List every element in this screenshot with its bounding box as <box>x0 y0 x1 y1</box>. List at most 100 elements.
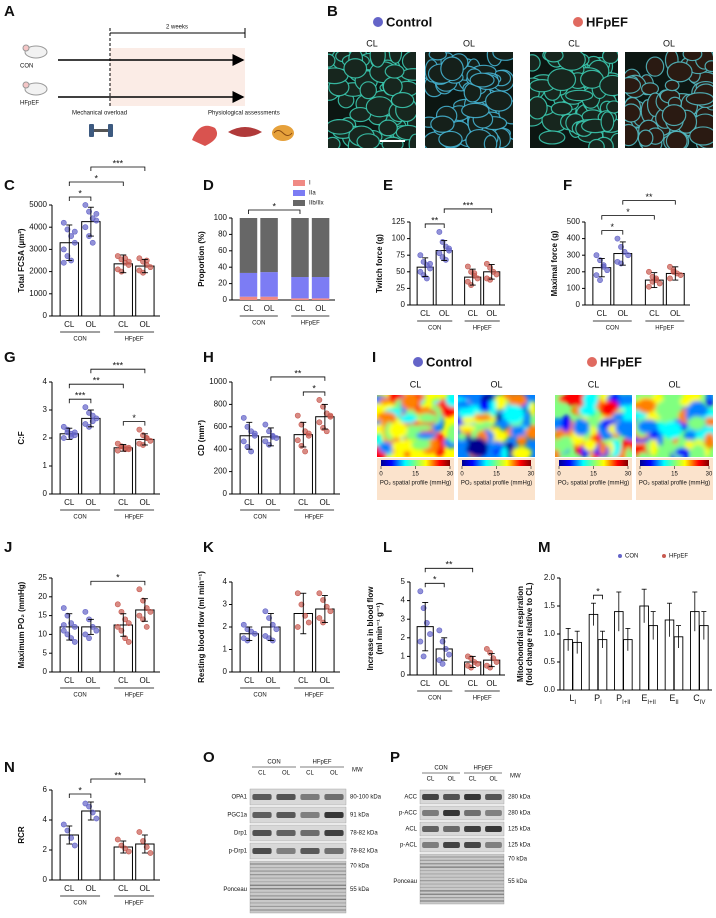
group-label: HFpEF <box>301 321 320 327</box>
data-point <box>436 627 443 634</box>
blot-strip <box>249 842 347 860</box>
heatmap-blob <box>416 432 437 439</box>
heatmap-blob <box>480 421 494 429</box>
condition-label: CL <box>410 379 422 389</box>
sig-label: * <box>611 222 615 232</box>
sig-bracket <box>601 230 624 235</box>
fiber <box>544 52 564 63</box>
x-tick-label: LI <box>569 693 576 705</box>
fiber <box>359 81 377 100</box>
y-tick-label: 60 <box>218 246 227 255</box>
data-point <box>417 638 424 645</box>
data-point <box>417 588 424 595</box>
data-point <box>140 838 146 844</box>
group-label: HFpEF <box>125 337 144 343</box>
fiber <box>328 119 354 135</box>
data-point <box>82 404 89 411</box>
data-point <box>262 438 269 445</box>
colorbar <box>640 460 709 466</box>
data-point <box>60 259 67 266</box>
data-point <box>298 601 305 608</box>
x-tick-label: CL <box>64 676 75 685</box>
data-point <box>68 835 75 841</box>
panel-label: D <box>203 177 214 194</box>
group-label: CON <box>73 515 86 521</box>
fiber <box>492 52 513 61</box>
data-point <box>125 639 132 645</box>
data-point <box>136 255 143 262</box>
blot-band <box>422 826 439 832</box>
data-point <box>140 616 146 623</box>
legend-swatch <box>293 200 305 206</box>
x-tick-label: CL <box>468 309 479 318</box>
fiber <box>328 53 336 68</box>
x-tick-label: OL <box>86 320 97 329</box>
fiber <box>625 103 642 123</box>
data-point <box>118 627 125 634</box>
x-tick-label: OL <box>439 309 450 318</box>
data-point <box>125 258 132 265</box>
sig-bracket <box>68 398 92 404</box>
histology-image <box>425 52 513 148</box>
fiber <box>661 104 687 127</box>
y-axis-label: Resting blood flow (ml min⁻¹) <box>197 571 206 683</box>
category-main: P <box>594 693 600 703</box>
x-tick-label: CL <box>244 498 255 507</box>
category-sub: I <box>574 700 576 706</box>
ponceau-strip <box>419 853 505 905</box>
x-tick-label: OL <box>486 679 497 688</box>
data-point <box>89 239 96 246</box>
heatmap-blob <box>489 397 497 417</box>
sig-bracket <box>68 383 124 389</box>
data-point <box>436 229 443 235</box>
fiber <box>530 96 548 120</box>
data-point <box>262 421 269 428</box>
sig-bracket <box>443 208 493 213</box>
panel-label: F <box>563 177 572 194</box>
category-main: L <box>569 693 574 703</box>
blot-strip <box>249 824 347 842</box>
group-label: HFpEF <box>305 693 324 699</box>
data-point <box>114 447 121 454</box>
category-main: E <box>641 693 647 703</box>
x-tick-label: OL <box>320 676 331 685</box>
bar <box>588 613 599 691</box>
heatmap-blob <box>401 395 419 411</box>
histology-image <box>625 52 713 148</box>
bar-segment <box>260 272 278 297</box>
blot-mw: 125 kDa <box>508 827 531 833</box>
fiber <box>666 61 693 83</box>
y-tick-label: 500 <box>567 217 581 226</box>
colorbar-label: PO₂ spatial profile (mmHg) <box>380 481 451 487</box>
data-point <box>64 612 71 619</box>
sig-label: ** <box>294 368 302 378</box>
x-tick-label: OL <box>486 309 497 318</box>
colorbar-tick-label: 15 <box>493 472 500 478</box>
data-point <box>483 646 490 652</box>
sig-label: ** <box>431 215 439 225</box>
blot-band <box>300 848 320 854</box>
data-point <box>71 228 78 235</box>
y-tick-label: 4 <box>401 596 406 605</box>
bar <box>59 433 79 495</box>
y-tick-label: 400 <box>567 234 581 243</box>
data-point <box>244 423 251 430</box>
heatmap-blob <box>414 424 433 431</box>
y-tick-label: 400 <box>214 444 228 453</box>
panel-label: C <box>4 177 15 194</box>
blot-row-label: OPA1 <box>231 795 247 801</box>
condition-label: CL <box>588 379 600 389</box>
blot-band <box>324 830 344 836</box>
data-point <box>82 800 89 807</box>
colorbar-tick-label: 15 <box>590 472 597 478</box>
heatmap-blob <box>529 414 535 427</box>
blot-strip <box>249 806 347 824</box>
fiber <box>485 90 513 112</box>
y-tick-label: 40 <box>218 262 227 271</box>
data-point <box>68 233 75 239</box>
data-point <box>646 283 652 290</box>
fiber <box>547 68 577 92</box>
data-point <box>320 597 326 603</box>
sig-bracket <box>68 181 124 186</box>
heatmap-blob <box>418 413 437 423</box>
